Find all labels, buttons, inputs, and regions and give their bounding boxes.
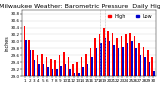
Bar bbox=[41, 54, 43, 76]
Bar bbox=[38, 64, 40, 76]
Bar bbox=[56, 69, 58, 76]
Bar bbox=[153, 71, 155, 76]
Bar bbox=[52, 69, 53, 76]
Bar bbox=[149, 62, 150, 76]
Bar bbox=[107, 31, 109, 76]
Bar bbox=[125, 34, 127, 76]
Bar bbox=[78, 73, 80, 76]
Legend: High, Low: High, Low bbox=[107, 13, 153, 20]
Bar bbox=[74, 73, 75, 76]
Bar bbox=[129, 33, 131, 76]
Bar bbox=[152, 57, 153, 76]
Bar bbox=[82, 67, 84, 76]
Bar bbox=[147, 50, 149, 76]
Bar bbox=[99, 34, 100, 76]
Bar bbox=[43, 64, 44, 76]
Bar bbox=[127, 43, 128, 76]
Bar bbox=[91, 57, 93, 76]
Bar bbox=[94, 38, 96, 76]
Bar bbox=[90, 48, 91, 76]
Bar bbox=[87, 64, 88, 76]
Bar bbox=[54, 60, 56, 76]
Bar bbox=[47, 67, 49, 76]
Bar bbox=[25, 40, 27, 76]
Bar bbox=[144, 57, 146, 76]
Bar bbox=[46, 57, 47, 76]
Bar bbox=[50, 59, 52, 76]
Bar bbox=[76, 62, 78, 76]
Bar bbox=[63, 52, 65, 76]
Bar bbox=[116, 38, 118, 76]
Bar bbox=[29, 50, 31, 76]
Bar bbox=[59, 55, 60, 76]
Bar bbox=[68, 57, 69, 76]
Bar bbox=[121, 36, 122, 76]
Bar bbox=[100, 43, 102, 76]
Bar bbox=[96, 48, 97, 76]
Bar bbox=[72, 64, 74, 76]
Bar bbox=[85, 54, 87, 76]
Bar bbox=[122, 47, 124, 76]
Y-axis label: inches: inches bbox=[4, 35, 9, 51]
Bar bbox=[60, 66, 62, 76]
Bar bbox=[34, 60, 36, 76]
Bar bbox=[37, 55, 38, 76]
Bar bbox=[131, 41, 132, 76]
Bar bbox=[103, 28, 104, 76]
Bar bbox=[28, 40, 29, 76]
Bar bbox=[143, 47, 144, 76]
Bar bbox=[134, 36, 135, 76]
Title: Milwaukee Weather: Barometric Pressure  Daily High/Low: Milwaukee Weather: Barometric Pressure D… bbox=[0, 4, 160, 9]
Bar bbox=[140, 55, 141, 76]
Bar bbox=[32, 50, 34, 76]
Bar bbox=[65, 64, 66, 76]
Bar bbox=[138, 43, 140, 76]
Bar bbox=[24, 26, 25, 76]
Bar bbox=[69, 69, 71, 76]
Bar bbox=[135, 48, 137, 76]
Bar bbox=[104, 38, 106, 76]
Bar bbox=[112, 33, 113, 76]
Bar bbox=[118, 48, 119, 76]
Bar bbox=[81, 57, 82, 76]
Bar bbox=[109, 41, 110, 76]
Bar bbox=[113, 45, 115, 76]
